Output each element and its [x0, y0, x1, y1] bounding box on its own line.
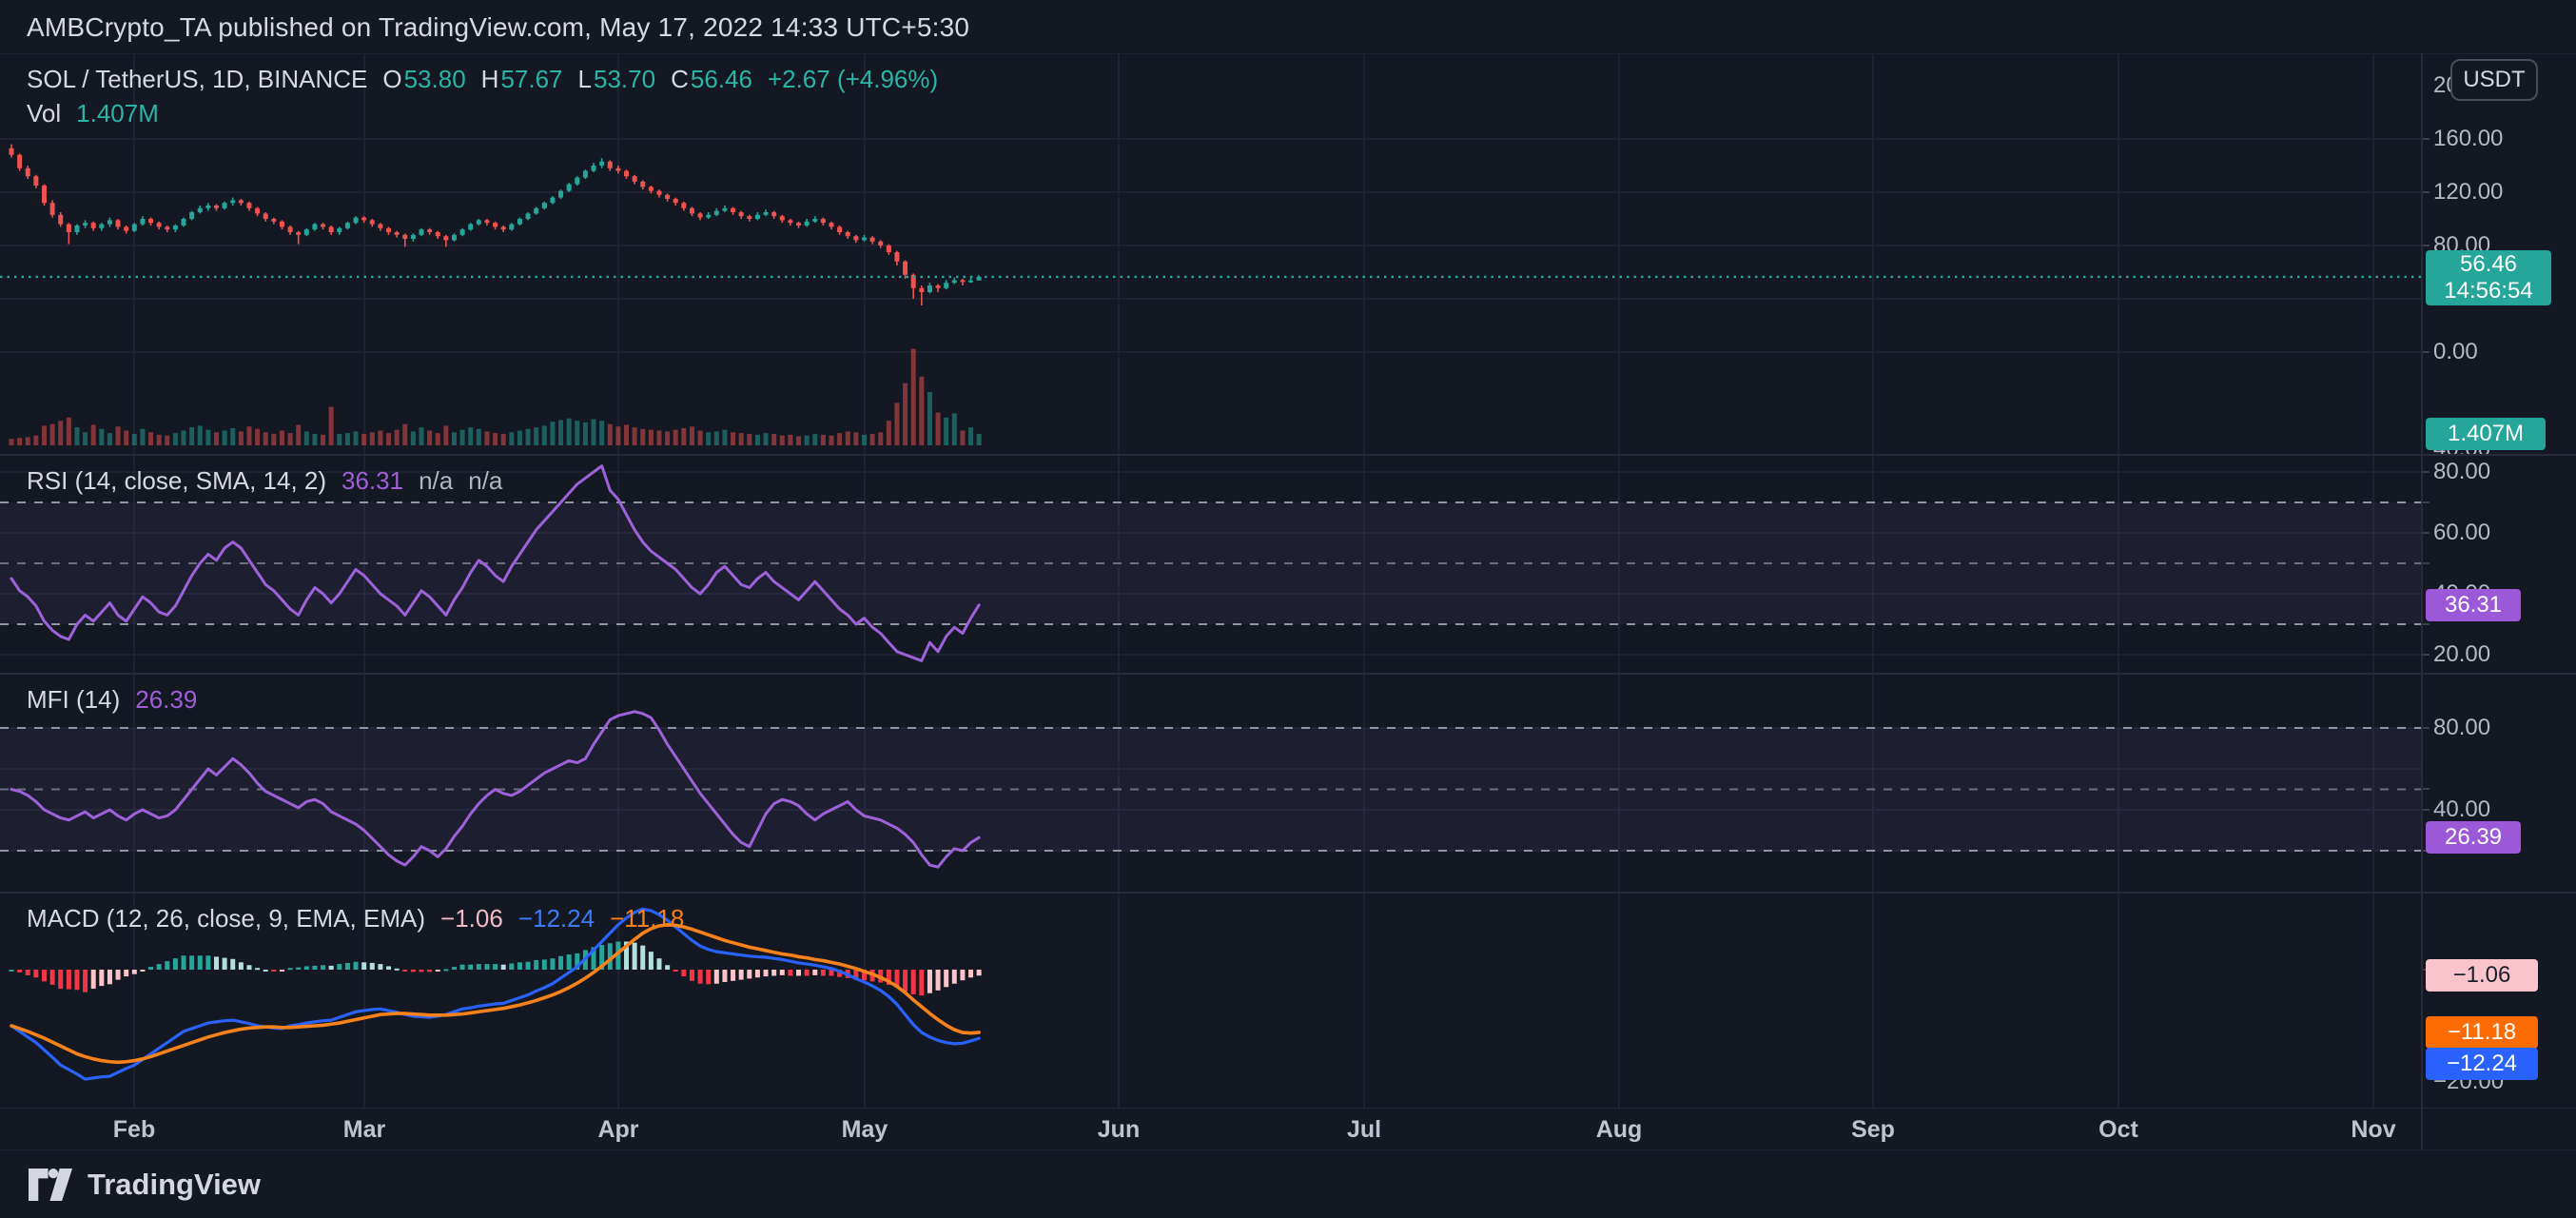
- axis-tick: [2421, 471, 2430, 473]
- pane-separator[interactable]: [0, 454, 2576, 456]
- time-axis-month-label: Jul: [1346, 1116, 1382, 1143]
- macd-line-badge: −12.24: [2426, 1048, 2538, 1080]
- time-axis-month-label: Nov: [2351, 1116, 2396, 1143]
- rsi-value: 36.31: [342, 466, 404, 495]
- bar-countdown: 14:56:54: [2444, 278, 2533, 304]
- axis-tick: [2421, 351, 2430, 353]
- high-label: H: [480, 65, 499, 93]
- symbol-title: SOL / TetherUS, 1D, BINANCE: [27, 65, 368, 93]
- close-value: 56.46: [690, 65, 752, 93]
- axis-tick: [2421, 850, 2430, 852]
- tradingview-brand-text[interactable]: TradingView: [88, 1167, 262, 1201]
- mfi-value: 26.39: [135, 685, 198, 714]
- axis-tick: [2421, 788, 2430, 790]
- time-axis-month-label: Jun: [1097, 1116, 1141, 1143]
- mfi-badge: 26.39: [2426, 821, 2521, 854]
- axis-tick: [2421, 809, 2430, 811]
- publish-header: AMBCrypto_TA published on TradingView.co…: [0, 0, 2576, 54]
- change-value: +2.67 (+4.96%): [767, 65, 939, 93]
- axis-tick: [2421, 138, 2430, 140]
- axis-label: 80.00: [2433, 459, 2491, 484]
- mfi-chart-canvas[interactable]: [0, 674, 2421, 893]
- footer-bar: TradingView: [0, 1149, 2576, 1218]
- axis-label: 80.00: [2433, 715, 2491, 740]
- price-axis-border: [2421, 53, 2423, 1149]
- volume-value: 1.407M: [76, 99, 159, 128]
- price-chart-canvas[interactable]: [0, 53, 2421, 455]
- time-axis-month-label: Apr: [597, 1116, 639, 1143]
- axis-label: 40.00: [2433, 796, 2491, 822]
- macd-legend: MACD (12, 26, close, 9, EMA, EMA) −1.06 …: [27, 904, 684, 933]
- macd-signal-badge: −11.18: [2426, 1016, 2538, 1049]
- axis-tick: [2421, 532, 2430, 534]
- axis-label: 60.00: [2433, 520, 2491, 545]
- open-value: 53.80: [403, 65, 466, 93]
- axis-tick: [2421, 562, 2430, 564]
- rsi-na1: n/a: [419, 466, 454, 495]
- time-axis-month-label: Aug: [1595, 1116, 1643, 1143]
- low-label: L: [577, 65, 592, 93]
- close-label: C: [671, 65, 689, 93]
- axis-tick: [2421, 623, 2430, 625]
- open-label: O: [382, 65, 402, 93]
- axis-tick: [2421, 969, 2430, 971]
- time-axis-month-label: Mar: [342, 1116, 386, 1143]
- publish-line: AMBCrypto_TA published on TradingView.co…: [27, 12, 970, 42]
- axis-tick: [2421, 654, 2430, 656]
- volume-badge: 1.407M: [2426, 418, 2546, 450]
- axis-label: 20.00: [2433, 641, 2491, 667]
- time-axis[interactable]: Feb Mar Apr May Jun Jul Aug Sep Oct Nov: [0, 1108, 2576, 1150]
- tradingview-logo-icon[interactable]: [29, 1168, 72, 1201]
- current-price-badge: 56.46 14:56:54: [2426, 250, 2551, 305]
- mfi-legend: MFI (14) 26.39: [27, 685, 197, 715]
- axis-tick: [2421, 727, 2430, 729]
- currency-toggle-button[interactable]: USDT: [2450, 59, 2538, 101]
- time-axis-month-label: Sep: [1851, 1116, 1895, 1143]
- volume-label: Vol: [27, 99, 62, 128]
- macd-chart-canvas[interactable]: [0, 893, 2421, 1108]
- macd-hist-value: −1.06: [440, 904, 503, 933]
- volume-legend: Vol 1.407M: [27, 99, 159, 128]
- axis-label: 160.00: [2433, 126, 2504, 151]
- pane-separator[interactable]: [0, 892, 2576, 894]
- time-axis-month-label: Feb: [112, 1116, 156, 1143]
- rsi-na2: n/a: [468, 466, 503, 495]
- rsi-legend: RSI (14, close, SMA, 14, 2) 36.31 n/a n/…: [27, 466, 502, 496]
- high-value: 57.67: [500, 65, 563, 93]
- axis-tick: [2421, 245, 2430, 246]
- price-legend: SOL / TetherUS, 1D, BINANCE O 53.80 H 57.6…: [27, 65, 938, 94]
- current-price-value: 56.46: [2459, 251, 2518, 277]
- low-value: 53.70: [594, 65, 656, 93]
- rsi-badge: 36.31: [2426, 589, 2521, 621]
- rsi-chart-canvas[interactable]: [0, 455, 2421, 674]
- time-axis-month-label: May: [841, 1116, 888, 1143]
- axis-tick: [2421, 191, 2430, 193]
- axis-label: 0.00: [2433, 339, 2478, 364]
- time-axis-month-label: Oct: [2098, 1116, 2138, 1143]
- rsi-title: RSI (14, close, SMA, 14, 2): [27, 466, 327, 495]
- macd-hist-badge: −1.06: [2426, 959, 2538, 992]
- macd-line-value: −12.24: [517, 904, 595, 933]
- axis-label: 120.00: [2433, 179, 2504, 205]
- axis-tick: [2421, 501, 2430, 503]
- mfi-title: MFI (14): [27, 685, 121, 714]
- macd-signal-value: −11.18: [610, 904, 685, 933]
- macd-title: MACD (12, 26, close, 9, EMA, EMA): [27, 904, 426, 933]
- pane-separator[interactable]: [0, 673, 2576, 675]
